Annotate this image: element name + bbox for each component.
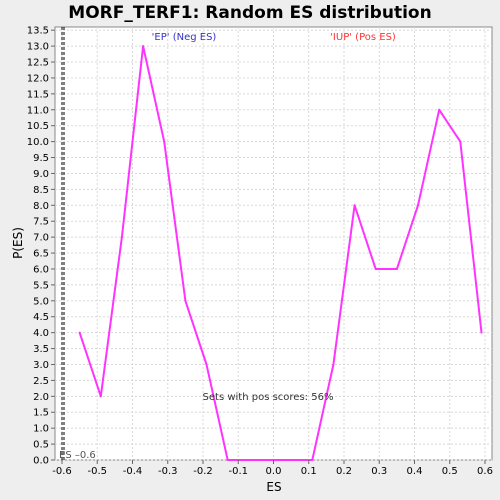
x-tick-label: 0.4 xyxy=(407,466,423,477)
data-point xyxy=(78,331,81,334)
series-layer xyxy=(78,45,483,461)
y-tick-label: 1.0 xyxy=(33,424,49,435)
data-point xyxy=(120,236,123,239)
data-point xyxy=(459,140,462,143)
es-marker-label: ES –0.6 xyxy=(59,450,96,461)
y-tick-label: 11.5 xyxy=(27,89,49,100)
y-tick-label: 5.5 xyxy=(33,280,49,291)
data-point xyxy=(184,299,187,302)
x-tick-label: -0.2 xyxy=(193,466,213,477)
y-tick-label: 0.0 xyxy=(33,456,49,467)
x-tick-label: 0.2 xyxy=(336,466,352,477)
x-tick-label: -0.3 xyxy=(158,466,178,477)
data-point xyxy=(417,204,420,207)
data-point xyxy=(163,140,166,143)
y-tick-label: 8.0 xyxy=(33,201,49,212)
y-tick-label: 10.0 xyxy=(27,137,49,148)
y-tick-label: 3.5 xyxy=(33,344,49,355)
x-tick-label: 0.3 xyxy=(371,466,387,477)
axes: -0.6 -0.5 -0.4 -0.3 -0.2 -0.1 0.0 0.1 0.2 0.3 0.4 0… xyxy=(27,26,493,477)
data-point xyxy=(142,45,145,48)
y-tick-label: 5.0 xyxy=(33,296,49,307)
x-tick-label: 0.1 xyxy=(301,466,317,477)
y-tick-label: 3.0 xyxy=(33,360,49,371)
y-tick-label: 13.0 xyxy=(27,42,49,53)
y-axis-title: P(ES) xyxy=(11,227,25,259)
data-point xyxy=(395,267,398,270)
x-tick-label: 0.5 xyxy=(442,466,458,477)
y-tick-label: 2.5 xyxy=(33,376,49,387)
x-tick-label: 0.6 xyxy=(477,466,493,477)
data-point xyxy=(99,395,102,398)
x-axis-title: ES xyxy=(266,480,281,494)
data-point xyxy=(247,459,250,461)
chart-title: MORF_TERF1: Random ES distribution xyxy=(68,3,431,23)
y-tick-label: 1.5 xyxy=(33,408,49,419)
data-point xyxy=(438,108,441,111)
data-point xyxy=(311,459,314,461)
es-marker xyxy=(61,27,65,460)
x-tick-label: 0.0 xyxy=(266,466,282,477)
data-point xyxy=(205,363,208,366)
data-point xyxy=(268,459,271,461)
y-tick-label: 2.0 xyxy=(33,392,49,403)
data-point xyxy=(226,459,229,461)
x-tick-label: -0.6 xyxy=(52,466,72,477)
x-tick-label: -0.4 xyxy=(123,466,143,477)
y-tick-label: 12.5 xyxy=(27,58,49,69)
y-tick-label: 7.0 xyxy=(33,233,49,244)
data-point xyxy=(353,204,356,207)
y-tick-label: 6.0 xyxy=(33,264,49,275)
y-tick-label: 12.0 xyxy=(27,73,49,84)
y-tick-label: 9.5 xyxy=(33,153,49,164)
y-tick-label: 11.0 xyxy=(27,105,49,116)
x-tick-label: -0.5 xyxy=(87,466,107,477)
pos-scores-annotation: Sets with pos scores: 56% xyxy=(203,392,334,403)
y-tick-label: 9.0 xyxy=(33,169,49,180)
data-point xyxy=(290,459,293,461)
data-point xyxy=(374,267,377,270)
y-tick-label: 13.5 xyxy=(27,26,49,37)
data-point xyxy=(332,363,335,366)
y-tick-label: 0.5 xyxy=(33,440,49,451)
y-tick-label: 10.5 xyxy=(27,121,49,132)
y-tick-label: 4.5 xyxy=(33,312,49,323)
y-tick-label: 8.5 xyxy=(33,185,49,196)
y-tick-label: 6.5 xyxy=(33,249,49,260)
neg-es-label: 'EP' (Neg ES) xyxy=(152,32,217,43)
y-tick-label: 7.5 xyxy=(33,217,49,228)
x-tick-label: -0.1 xyxy=(228,466,248,477)
series-line xyxy=(78,45,483,461)
pos-es-label: 'IUP' (Pos ES) xyxy=(330,32,396,43)
y-tick-label: 4.0 xyxy=(33,328,49,339)
data-point xyxy=(480,331,483,334)
